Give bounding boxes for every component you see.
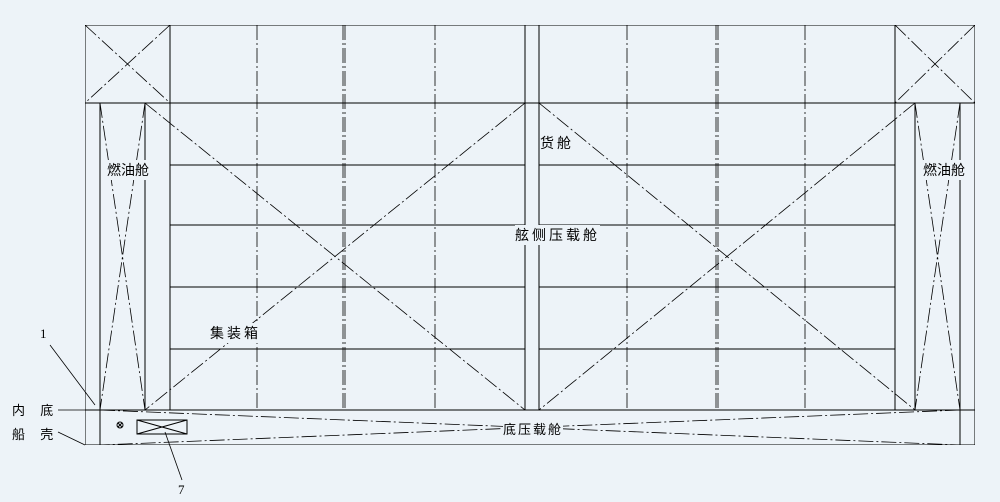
ref-1-label: 1 — [40, 326, 47, 342]
ref-7-label: 7 — [178, 482, 185, 498]
inner-bottom-label: 内 底 — [12, 400, 59, 419]
cargo-hold-label: 货舱 — [540, 133, 574, 153]
container-label: 集装箱 — [210, 323, 261, 343]
ship-cross-section-diagram: 货舱 舷侧压载舱 集装箱 燃油舱 燃油舱 底压载舱 — [85, 25, 975, 445]
bottom-ballast-label: 底压载舱 — [503, 419, 563, 438]
side-ballast-label: 舷侧压载舱 — [515, 225, 600, 245]
left-fuel-label: 燃油舱 — [107, 160, 149, 180]
shell-label: 船 壳 — [12, 424, 59, 443]
right-fuel-label: 燃油舱 — [923, 160, 965, 180]
